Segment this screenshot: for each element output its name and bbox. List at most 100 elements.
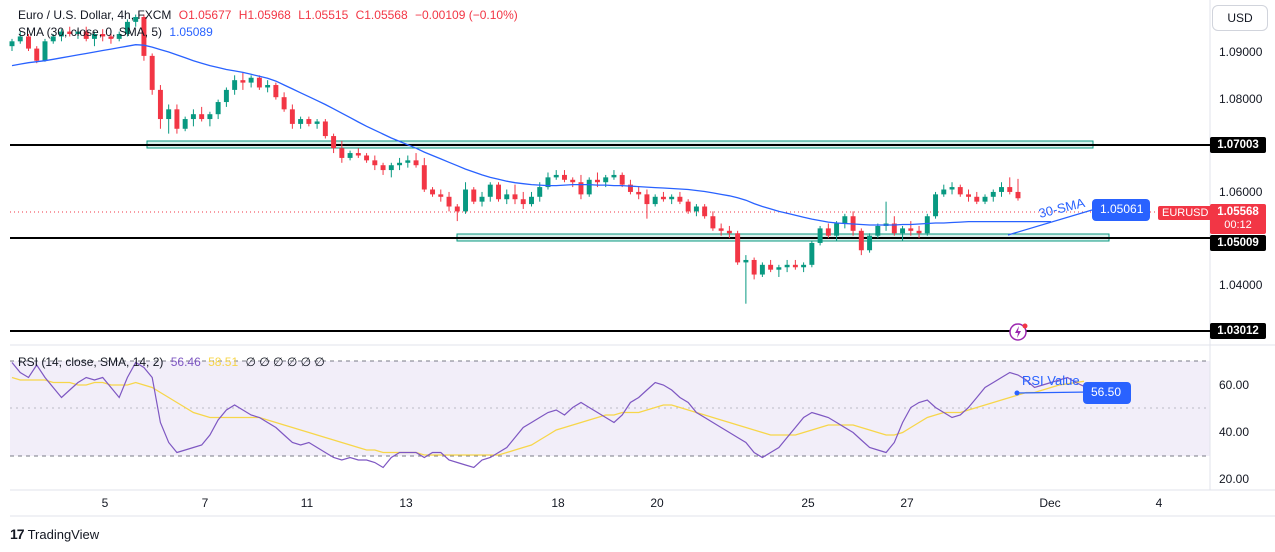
candle-body	[834, 223, 840, 236]
candle-body	[726, 230, 732, 234]
alert-notification-dot	[1022, 323, 1028, 329]
candle-body	[190, 114, 196, 120]
candle-body	[50, 36, 56, 42]
rsi-legend-empties: ∅ ∅ ∅ ∅ ∅ ∅	[245, 355, 325, 369]
time-label: 11	[301, 496, 314, 510]
candle-body	[735, 233, 741, 263]
candle-body	[26, 36, 31, 49]
candle-body	[17, 36, 23, 42]
currency-button[interactable]: USD	[1212, 5, 1268, 31]
time-label: Dec	[1039, 496, 1060, 510]
candle-body	[265, 85, 271, 88]
price-label: 1.09000	[1219, 45, 1263, 59]
candle-body	[289, 109, 295, 124]
price-label: 1.08000	[1219, 92, 1263, 106]
candle-body	[768, 264, 774, 270]
tradingview-logo[interactable]: 17 TradingView	[10, 526, 99, 542]
sma-line	[11, 44, 1051, 226]
candle-body	[660, 196, 666, 200]
candle-body	[933, 194, 939, 217]
candle-body	[900, 228, 906, 234]
candle-body	[644, 194, 650, 205]
candle-body	[322, 121, 328, 137]
candle-body	[174, 109, 180, 129]
candle-body	[636, 191, 642, 195]
candle-body	[306, 119, 312, 124]
candle-body	[504, 194, 510, 200]
candle-body	[199, 114, 205, 120]
candle-body	[982, 196, 988, 202]
candle-body	[718, 228, 724, 231]
candle-body	[875, 225, 881, 236]
candle-body	[166, 109, 172, 120]
candle-body	[273, 85, 279, 98]
time-label: 25	[801, 496, 815, 510]
sma-legend[interactable]: SMA (30, close, 0, SMA, 5) 1.05089	[18, 25, 217, 39]
candle-body	[570, 179, 576, 183]
current-price-tag: 1.05568 00:12	[1210, 204, 1266, 234]
level-tag-1.07003: 1.07003	[1210, 137, 1266, 153]
candle-body	[34, 48, 40, 61]
candle-body	[759, 264, 765, 275]
time-label: 4	[1156, 496, 1163, 510]
rsi-ma-legend-value: 58.51	[208, 355, 239, 369]
rsi-value-bubble: 56.50	[1083, 382, 1131, 404]
candle-body	[867, 235, 873, 251]
candle-body	[149, 55, 155, 90]
current-price-value: 1.05568	[1217, 206, 1259, 218]
candle-body	[1007, 187, 1013, 192]
candle-body	[256, 77, 262, 88]
tradingview-brand-text: TradingView	[27, 526, 100, 542]
candle-body	[619, 174, 625, 185]
candle-body	[685, 201, 691, 212]
candle-body	[611, 174, 617, 178]
candle-body	[710, 216, 716, 229]
candle-body	[281, 97, 287, 110]
open-value: O1.05677	[178, 8, 232, 22]
time-label: 7	[202, 496, 209, 510]
candle-body	[9, 41, 15, 47]
sma-legend-value: 1.05089	[169, 25, 213, 39]
candle-body	[454, 206, 460, 212]
rsi-axis-label: 40.00	[1219, 425, 1249, 439]
candle-body	[512, 194, 518, 200]
candle-body	[100, 34, 106, 37]
candle-body	[355, 153, 361, 156]
candle-body	[215, 102, 221, 115]
candles-group	[9, 14, 1021, 304]
candle-body	[298, 119, 304, 124]
candle-body	[124, 21, 130, 35]
high-value: H1.05968	[238, 8, 291, 22]
candle-body	[347, 153, 353, 158]
candle-body	[397, 162, 403, 166]
time-label: 20	[650, 496, 664, 510]
candle-body	[537, 187, 543, 197]
candle-body	[380, 165, 386, 171]
candle-body	[331, 136, 337, 149]
change-value: −0.00109 (−0.10%)	[414, 8, 518, 22]
countdown-value: 00:12	[1224, 219, 1252, 231]
candle-body	[388, 165, 394, 171]
candle-body	[240, 80, 246, 83]
candle-body	[545, 177, 551, 188]
candle-body	[314, 121, 320, 124]
rsi-legend[interactable]: RSI (14, close, SMA, 14, 2) 56.46 58.51 …	[18, 355, 329, 369]
candle-body	[999, 187, 1004, 192]
candle-body	[586, 179, 592, 195]
candle-body	[91, 34, 97, 39]
candle-body	[421, 165, 427, 190]
candle-body	[924, 216, 930, 234]
candle-body	[157, 89, 163, 120]
candle-body	[430, 189, 436, 195]
rsi-legend-value: 56.46	[170, 355, 201, 369]
time-label: 18	[551, 496, 565, 510]
candle-body	[817, 228, 823, 243]
candle-body	[784, 264, 790, 268]
rsi-arrow-dot	[1014, 390, 1020, 396]
candle-body	[182, 119, 188, 129]
candle-body	[677, 196, 683, 202]
candle-body	[405, 160, 411, 163]
rsi-line	[11, 361, 1085, 469]
candle-body	[339, 148, 345, 158]
